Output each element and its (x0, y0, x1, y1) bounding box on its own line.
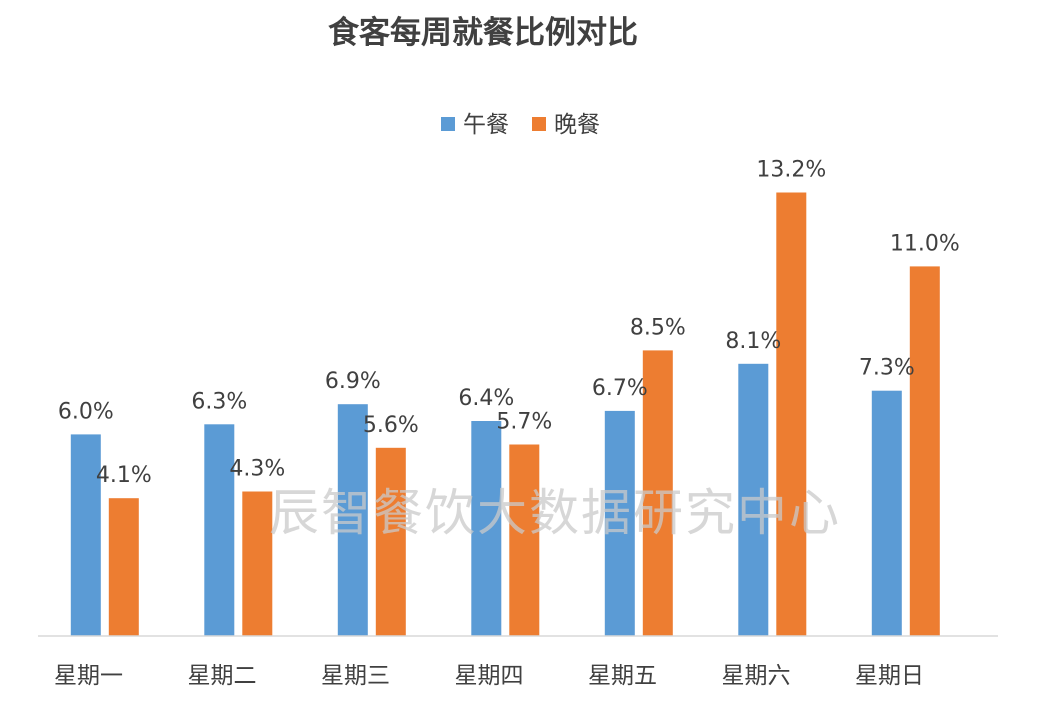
data-label-lunch-1: 6.0% (58, 399, 114, 424)
bar-dinner-3 (375, 447, 406, 636)
bar-dinner-4 (509, 444, 540, 636)
legend-swatch-1 (441, 117, 455, 131)
bar-dinner-2 (242, 491, 273, 636)
legend: 午餐 晚餐 (441, 112, 600, 138)
data-label-dinner-2: 4.3% (229, 457, 285, 482)
category-label-4: 星期四 (455, 663, 524, 689)
data-label-dinner-1: 4.1% (96, 463, 152, 488)
bar-lunch-1 (70, 434, 101, 636)
data-labels-group: 6.0% 4.1% 6.3% 4.3% 6.9% 5.6% 6.4%5.7% 6.7% 8.5%… (58, 158, 960, 489)
category-label-6: 星期六 (722, 663, 791, 689)
bar-dinner-1 (108, 498, 139, 636)
data-label-dinner-6: 13.2% (756, 158, 826, 183)
bar-dinner-5 (642, 350, 673, 636)
legend-swatch-2 (532, 117, 546, 131)
bar-lunch-2 (204, 424, 235, 636)
bar-lunch-5 (604, 410, 635, 636)
bar-dinner-6 (776, 192, 807, 636)
category-label-5: 星期五 (588, 663, 657, 689)
bar-lunch-3 (337, 404, 368, 636)
chart-title: 食客每周就餐比例对比 (328, 15, 638, 51)
data-label-lunch-3: 6.9% (325, 369, 381, 394)
data-label-lunch-4: 6.4% (458, 386, 514, 411)
watermark: 辰智餐饮大数据研究中心 (269, 484, 841, 542)
bar-lunch-7 (871, 390, 902, 636)
data-label-lunch-5: 6.7% (592, 376, 648, 401)
category-label-1: 星期一 (54, 663, 123, 689)
data-label-dinner-5: 8.5% (630, 315, 686, 340)
bar-dinner-7 (909, 266, 940, 636)
data-label-dinner-3: 5.6% (363, 413, 419, 438)
data-label-dinner-7: 11.0% (890, 231, 960, 256)
bars-group (70, 192, 940, 636)
category-labels-group: 星期一 星期二 星期三 星期四 星期五 星期六 星期日 (54, 663, 924, 689)
data-label-dinner-4: 5.7% (496, 410, 552, 435)
category-label-2: 星期二 (188, 663, 257, 689)
category-label-7: 星期日 (855, 663, 924, 689)
category-label-3: 星期三 (321, 663, 390, 689)
bar-lunch-4 (471, 421, 502, 636)
data-label-lunch-6: 8.1% (725, 329, 781, 354)
bar-lunch-6 (738, 363, 769, 636)
legend-label-2: 晚餐 (554, 112, 600, 138)
data-label-lunch-7: 7.3% (859, 356, 915, 381)
data-label-lunch-2: 6.3% (191, 389, 247, 414)
legend-label-1: 午餐 (463, 112, 509, 138)
